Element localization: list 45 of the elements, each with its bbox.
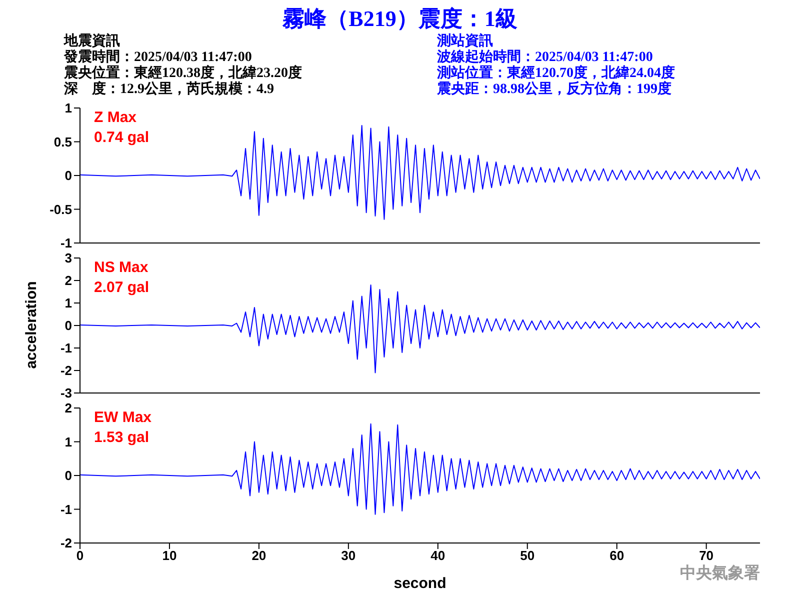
y-tick-label: -3 — [60, 386, 72, 401]
text: 波線起始時間：2025/04/03 11:47:00 — [437, 50, 654, 65]
y-tick-label: 0 — [64, 318, 72, 334]
line-series — [80, 423, 760, 515]
text: 測站資訊 — [437, 34, 494, 49]
y-tick-label: 1 — [64, 100, 72, 116]
y-tick-label: -2 — [60, 536, 72, 551]
annotation: Z Max — [94, 108, 138, 128]
x-tick-label: 40 — [430, 548, 446, 564]
text: 深 度：12.9公里，芮氏規模：4.9 — [64, 82, 275, 98]
y-tick-label: -1 — [60, 502, 72, 517]
x-tick-label: 10 — [162, 548, 177, 564]
annotation: EW Max — [94, 408, 152, 428]
y-tick-label: 1 — [64, 296, 72, 311]
y-tick-label: 3 — [64, 250, 72, 266]
x-tick-label: 70 — [699, 548, 714, 564]
line-series — [80, 125, 760, 220]
y-tick-label: -0.5 — [50, 202, 72, 217]
x-tick-label: 60 — [610, 548, 624, 564]
x-tick-label: 0 — [76, 548, 84, 564]
text: 地震資訊 — [64, 34, 121, 49]
text: 震央距：98.98公里，反方位角：199度 — [437, 82, 672, 98]
x-tick-label: 20 — [252, 548, 266, 564]
annotation: NS Max — [94, 258, 150, 278]
annotation: 1.53 gal — [94, 428, 150, 448]
x-axis-title: second — [394, 575, 446, 592]
y-tick-label: 0.5 — [54, 134, 72, 150]
y-tick-label: 2 — [64, 273, 72, 288]
text: 發震時間：2025/04/03 11:47:00 — [64, 50, 253, 65]
text: 中央氣象署 — [680, 565, 760, 582]
y-tick-label: 0 — [64, 168, 72, 184]
y-tick-label: -1 — [60, 236, 72, 251]
x-tick-label: 50 — [520, 548, 535, 564]
chart-title: 霧峰（B219）震度：1級 — [282, 5, 518, 33]
text: 震央位置：東經120.38度，北緯23.20度 — [64, 66, 302, 81]
annotation: 0.74 gal — [94, 128, 150, 148]
annotation: 2.07 gal — [94, 278, 150, 298]
y-tick-label: 1 — [64, 434, 72, 450]
y-tick-label: -1 — [60, 340, 72, 356]
text: 測站位置：東經120.70度，北緯24.04度 — [437, 66, 675, 81]
y-tick-label: 0 — [64, 468, 72, 484]
y-axis-title: acceleration — [23, 280, 41, 371]
y-tick-label: 2 — [64, 400, 72, 416]
x-tick-label: 30 — [341, 548, 356, 564]
y-tick-label: -2 — [60, 363, 72, 378]
